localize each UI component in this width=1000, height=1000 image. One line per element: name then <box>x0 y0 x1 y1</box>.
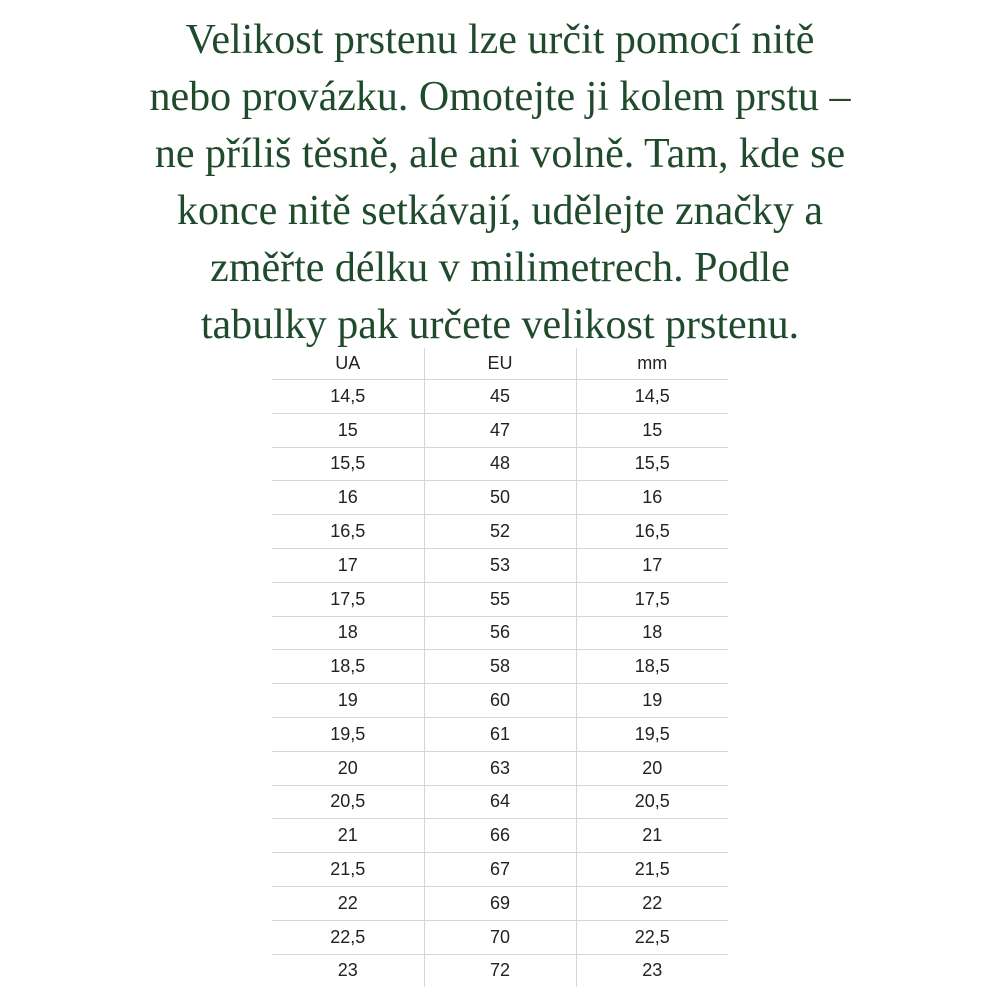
table-cell: 15,5 <box>272 447 424 482</box>
header-row: UA EU mm <box>272 348 728 380</box>
table-cell: 19 <box>575 683 728 718</box>
table-cell: 17,5 <box>272 582 424 617</box>
table-cell: 23 <box>575 954 728 988</box>
size-table: UA EU mm 14,5 45 14,5 15 47 15 15,5 48 15,5 16 50 16 1… <box>272 348 728 988</box>
table-cell: 48 <box>423 447 576 482</box>
table-row: 22 69 22 <box>272 886 728 921</box>
table-row: 15,5 48 15,5 <box>272 447 728 482</box>
table-cell: 63 <box>423 751 576 786</box>
table-cell: 50 <box>423 480 576 516</box>
table-cell: 21 <box>575 818 728 854</box>
table-cell: 67 <box>423 852 576 887</box>
table-cell: 16 <box>575 480 728 516</box>
table-cell: 20 <box>575 751 728 786</box>
table-row: 15 47 15 <box>272 413 728 448</box>
intro-line: tabulky pak určete velikost prstenu. <box>200 302 800 348</box>
table-cell: 55 <box>423 582 576 617</box>
table-cell: 14,5 <box>272 379 424 414</box>
table-cell: 23 <box>337 960 358 981</box>
table-cell: 20 <box>272 751 424 786</box>
table-cell: 21,5 <box>575 852 728 887</box>
table-cell: 22 <box>272 886 424 921</box>
table-cell: 22 <box>575 886 728 921</box>
table-row: 19,5 61 19,5 <box>272 717 728 752</box>
table-row: 14,5 45 14,5 <box>272 379 728 414</box>
table-cell: 16 <box>272 480 424 516</box>
table-row: 16 50 16 <box>272 480 728 516</box>
table-cell: 22,5 <box>272 920 424 955</box>
table-body: 14,5 45 14,5 15 47 15 15,5 48 15,5 16 50 16 16,5 52 16… <box>272 379 728 988</box>
table-cell: 53 <box>423 548 576 583</box>
intro-line: změřte délku v milimetrech. Podle <box>210 245 790 291</box>
column-header: mm <box>575 348 728 380</box>
table-cell: 69 <box>423 886 576 921</box>
table-cell: 58 <box>423 649 576 685</box>
intro-line: Velikost prstenu lze určit pomocí nitě <box>185 17 815 63</box>
table-row: 23 72 23 <box>272 954 728 988</box>
intro-line: ne příliš těsně, ale ani volně. Tam, kde… <box>154 131 846 177</box>
table-cell: 17 <box>575 548 728 583</box>
intro-line: konce nitě setkávají, udělejte značky a <box>176 188 824 234</box>
table-cell: 61 <box>423 717 576 752</box>
table-cell: 20,5 <box>575 785 728 820</box>
table-cell: 21,5 <box>272 852 424 887</box>
table-row: 17 53 17 <box>272 548 728 583</box>
table-row: 18 56 18 <box>272 616 728 651</box>
table-cell: 19 <box>272 683 424 718</box>
table-cell: 18,5 <box>272 649 424 685</box>
intro-line: nebo provázku. Omotejte ji kolem prstu – <box>149 74 851 120</box>
table-cell: 47 <box>423 413 576 448</box>
intro-text: Velikost prstenu lze určit pomocí nitě ne… <box>0 12 1000 354</box>
table-cell: 66 <box>423 818 576 854</box>
table-cell: 18 <box>575 616 728 651</box>
table-cell: 18,5 <box>575 649 728 685</box>
column-header: EU <box>423 348 576 380</box>
table-cell: 16,5 <box>575 514 728 549</box>
table-cell: 19,5 <box>272 717 424 752</box>
table-cell: 64 <box>423 785 576 820</box>
table-cell: 45 <box>423 379 576 414</box>
table-row: 18,5 58 18,5 <box>272 649 728 685</box>
table-cell: 16,5 <box>272 514 424 549</box>
table-cell: 60 <box>423 683 576 718</box>
table-cell: 56 <box>423 616 576 651</box>
table-row: 17,5 55 17,5 <box>272 582 728 617</box>
table-row: 19 60 19 <box>272 683 728 718</box>
table-row: 21,5 67 21,5 <box>272 852 728 887</box>
table-cell: 18 <box>272 616 424 651</box>
table-cell: 15,5 <box>575 447 728 482</box>
table-cell: 15 <box>272 413 424 448</box>
table-cell: 17 <box>272 548 424 583</box>
table-row: 20,5 64 20,5 <box>272 785 728 820</box>
table-cell: 72 <box>423 954 576 988</box>
table-row: 20 63 20 <box>272 751 728 786</box>
table-cell: 22,5 <box>575 920 728 955</box>
table-cell: 70 <box>423 920 576 955</box>
table-row: 22,5 70 22,5 <box>272 920 728 955</box>
table-cell: 21 <box>272 818 424 854</box>
table-row: 16,5 52 16,5 <box>272 514 728 549</box>
table-cell: 17,5 <box>575 582 728 617</box>
column-header: UA <box>272 348 424 380</box>
table-cell: 52 <box>423 514 576 549</box>
table-cell: 20,5 <box>272 785 424 820</box>
table-row: 21 66 21 <box>272 818 728 854</box>
table-cell: 19,5 <box>575 717 728 752</box>
table-cell: 15 <box>575 413 728 448</box>
table-cell: 14,5 <box>575 379 728 414</box>
